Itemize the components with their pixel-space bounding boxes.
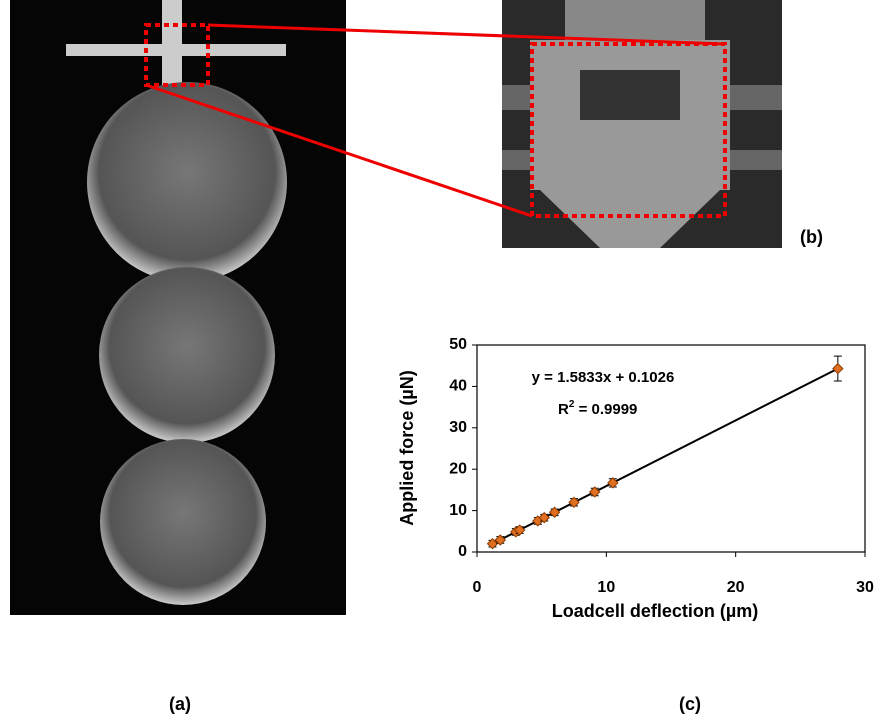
x-tick-label: 0 [473,579,482,596]
r2-rest: = 0.9999 [574,401,637,418]
equation: y = 1.5833x + 0.1026 [532,369,675,386]
y-axis-label: Applied force (µN) [397,370,417,525]
x-axis-label: Loadcell deflection (µm) [552,601,758,621]
panel-label: (a) [169,694,191,714]
x-tick-label: 30 [856,579,874,596]
y-tick-label: 20 [449,460,467,477]
panel-label: (c) [679,694,701,714]
photo-a [10,0,346,615]
panel-label: (b) [800,227,823,247]
y-tick-label: 40 [449,378,467,395]
y-tick-label: 0 [458,543,467,560]
x-tick-label: 20 [727,579,745,596]
y-tick-label: 30 [449,419,467,436]
x-tick-label: 10 [597,579,615,596]
figure: (b) (a) (c) y = 1.5833x + 0.1026 R2 = 0.… [0,0,882,723]
point [833,364,843,374]
r2-prefix: R [558,401,569,418]
y-tick-label: 50 [449,336,467,353]
point [608,478,618,488]
y-tick-label: 10 [449,502,467,519]
r-squared: R2 = 0.9999 [558,399,637,418]
